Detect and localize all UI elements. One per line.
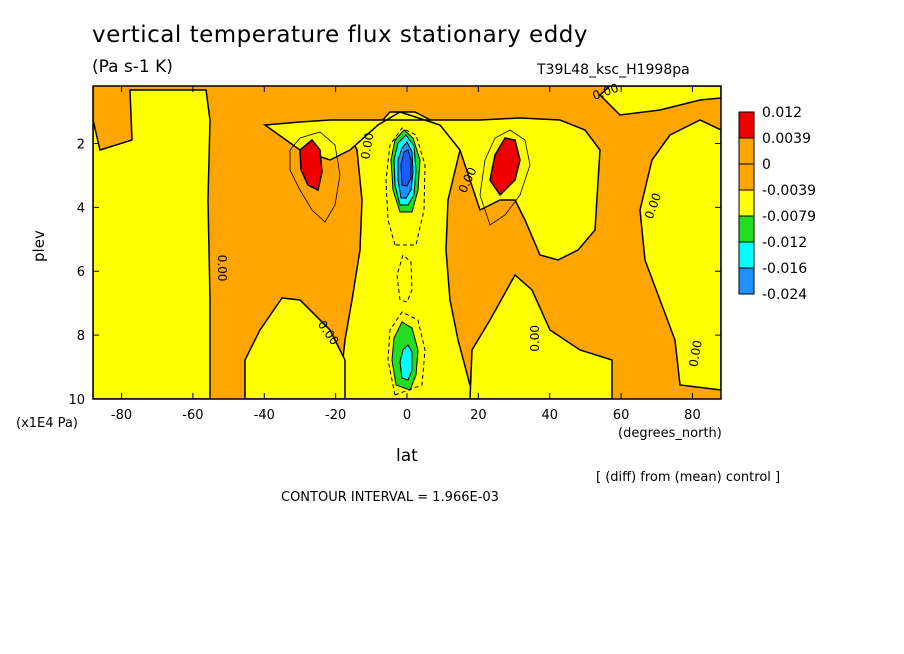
colorbar-label: -0.0079 [762, 209, 816, 225]
diff-note: [ (diff) from (mean) control ] [596, 470, 781, 485]
contour-dashed-middle [396, 254, 413, 303]
chart-units: (Pa s-1 K) [92, 57, 173, 77]
field-cyan-lower [399, 344, 413, 381]
x-tick-label: 40 [541, 408, 558, 423]
colorbar-label: -0.0039 [762, 183, 816, 199]
x-tick-label: -80 [111, 408, 132, 423]
contour-label: 0.00 [528, 325, 542, 352]
colorbar-label: -0.024 [762, 287, 807, 303]
colorbar-swatch [738, 215, 755, 243]
field-yellow-south-pole [93, 86, 211, 399]
field-yellow-north-pole [598, 86, 721, 391]
colorbar-swatch [738, 111, 755, 139]
contour-label: 0.00 [358, 132, 376, 161]
colorbar-label: 0.012 [762, 105, 802, 121]
contour-label: 0.00 [686, 339, 704, 368]
x-axis-units: (degrees_north) [618, 426, 722, 441]
plot-field [93, 86, 721, 399]
field-blue-upper [400, 149, 412, 187]
x-axis-label: lat [396, 446, 418, 466]
field-yellow-lower-left [244, 297, 346, 399]
colorbar-swatch [738, 163, 755, 191]
y-axis-units: (x1E4 Pa) [16, 416, 78, 431]
y-tick-label: 10 [68, 393, 85, 408]
field-yellow-center [299, 111, 561, 399]
field-yellow-lower-right [469, 273, 613, 399]
field-red-south [299, 138, 323, 192]
colorbar-legend: 0.012 0.0039 0 -0.0039 -0.0079 -0.012 -0.016 -0… [738, 105, 816, 303]
run-id: T39L48_ksc_H1998pa [537, 62, 690, 78]
contour-label: 0.00 [215, 255, 229, 282]
x-tick-label: 0 [403, 408, 411, 423]
x-tick-label: 80 [684, 408, 701, 423]
contour-dashed-upper [385, 127, 426, 246]
field-red-north [489, 137, 521, 197]
contour-thin-south [289, 131, 341, 223]
y-tick-label: 6 [77, 265, 85, 280]
y-ticks: 2 4 6 8 10 [68, 137, 721, 408]
colorbar-label: 0 [762, 157, 771, 173]
colorbar-swatch [738, 189, 755, 217]
contour-interval: CONTOUR INTERVAL = 1.966E-03 [281, 490, 499, 505]
chart-title: vertical temperature flux stationary edd… [92, 22, 589, 48]
colorbar-label: 0.0039 [762, 131, 811, 147]
colorbar-swatch [738, 267, 755, 295]
colorbar-swatch [738, 241, 755, 269]
x-ticks: -80 -60 -40 -20 0 20 40 60 80 [111, 86, 701, 423]
y-tick-label: 2 [77, 137, 85, 152]
contour-thin-north [479, 129, 531, 226]
colorbar-swatch [738, 137, 755, 165]
x-tick-label: -20 [325, 408, 346, 423]
y-tick-label: 4 [77, 201, 85, 216]
y-tick-label: 8 [77, 329, 85, 344]
x-tick-label: -40 [254, 408, 275, 423]
colorbar-label: -0.016 [762, 261, 807, 277]
x-tick-label: 60 [613, 408, 630, 423]
x-tick-label: 20 [470, 408, 487, 423]
colorbar-label: -0.012 [762, 235, 807, 251]
x-tick-label: -60 [182, 408, 203, 423]
